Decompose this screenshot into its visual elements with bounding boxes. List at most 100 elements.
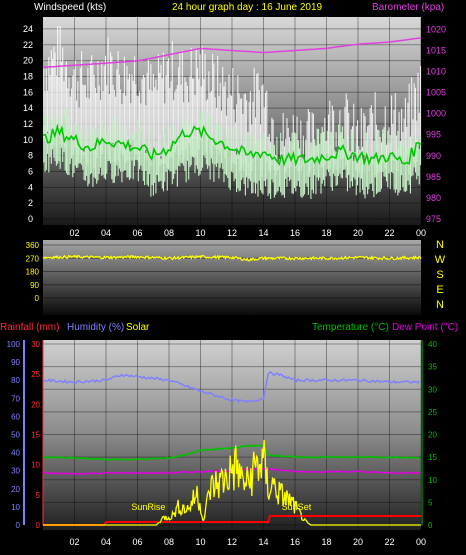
humidity-y-tick-label: 0: [16, 521, 21, 530]
temperature-y-tick-label: 15: [428, 453, 437, 462]
wind-x-tick-label: 22: [384, 228, 394, 238]
dewpoint-axis-label: Dew Point (°C): [392, 322, 458, 333]
compass-letter: S: [436, 269, 443, 281]
barometer-y-tick-label: 1000: [426, 109, 446, 119]
barometer-y-tick-label: 975: [426, 214, 441, 224]
temperature-y-tick-label: 35: [428, 363, 437, 372]
climate-x-tick-label: 00: [416, 537, 426, 547]
climate-x-tick-label: 06: [132, 537, 142, 547]
climate-x-tick-label: 08: [164, 537, 174, 547]
direction-y-tick-label: 0: [35, 294, 40, 303]
solar-line: [43, 439, 421, 526]
rainfall-y-tick-label: 20: [31, 400, 40, 409]
barometer-y-tick-label: 995: [426, 130, 441, 140]
axes: 0246810121416182022249759809859909951000…: [7, 24, 446, 547]
wind-y-tick-label: 14: [23, 103, 33, 113]
climate-x-tick-label: 04: [101, 537, 111, 547]
barometer-y-tick-label: 1005: [426, 88, 446, 98]
wind-x-tick-label: 12: [227, 228, 237, 238]
rainfall-axis-label: Rainfall (mm): [0, 322, 59, 333]
solar-axis-label: Solar: [126, 322, 150, 333]
wind-y-tick-label: 16: [23, 87, 33, 97]
windspeed-axis-label: Windspeed (kts): [34, 2, 106, 13]
climate-x-tick-label: 20: [353, 537, 363, 547]
wind-y-tick-label: 24: [23, 24, 33, 34]
barometer-y-tick-label: 980: [426, 193, 441, 203]
wind-x-tick-label: 14: [258, 228, 268, 238]
temperature-y-tick-label: 40: [428, 340, 437, 349]
temperature-y-tick-label: 0: [428, 521, 433, 530]
humidity-y-tick-label: 50: [11, 431, 20, 440]
compass-letter: N: [436, 299, 444, 311]
compass-letter: E: [436, 284, 443, 296]
rainfall-y-tick-label: 15: [31, 431, 40, 440]
rainfall-y-tick-label: 0: [36, 521, 41, 530]
barometer-y-tick-label: 985: [426, 172, 441, 182]
climate-x-tick-label: 16: [290, 537, 300, 547]
barometer-y-tick-label: 1015: [426, 45, 446, 55]
wind-x-tick-label: 02: [69, 228, 79, 238]
rainfall-y-tick-label: 5: [36, 491, 41, 500]
direction-line: [42, 254, 422, 262]
wind-y-tick-label: 8: [28, 151, 33, 161]
wind-y-tick-label: 22: [23, 40, 33, 50]
climate-panel-background: [43, 340, 421, 530]
humidity-y-tick-label: 30: [11, 467, 20, 476]
climate-x-tick-label: 10: [195, 537, 205, 547]
barometer-line: [42, 37, 422, 69]
temperature-y-tick-label: 20: [428, 431, 437, 440]
wind-x-tick-label: 04: [101, 228, 111, 238]
rainfall-y-tick-label: 10: [31, 461, 40, 470]
direction-panel-background: [43, 240, 421, 315]
humidity-line: [42, 371, 421, 404]
humidity-y-tick-label: 70: [11, 394, 20, 403]
wind-x-tick-label: 20: [353, 228, 363, 238]
humidity-y-tick-label: 60: [11, 412, 20, 421]
wind-x-tick-label: 08: [164, 228, 174, 238]
climate-x-tick-label: 12: [227, 537, 237, 547]
barometer-y-tick-label: 1020: [426, 24, 446, 34]
compass-letter: W: [435, 254, 446, 266]
direction-y-tick-label: 90: [30, 281, 39, 290]
rainfall-y-tick-label: 25: [31, 370, 40, 379]
temperature-y-tick-label: 30: [428, 385, 437, 394]
barometer-y-tick-label: 990: [426, 151, 441, 161]
wind-y-tick-label: 20: [23, 56, 33, 66]
temperature-line: [42, 444, 420, 461]
climate-x-tick-label: 18: [321, 537, 331, 547]
sun-event-label: SunRise: [131, 502, 165, 512]
sun-event-label: SunSet: [282, 502, 312, 512]
barometer-y-tick-label: 1010: [426, 67, 446, 77]
wind-y-tick-label: 2: [28, 198, 33, 208]
temperature-y-tick-label: 25: [428, 408, 437, 417]
climate-x-tick-label: 14: [258, 537, 268, 547]
wind-x-tick-label: 18: [321, 228, 331, 238]
chart-title: 24 hour graph day : 16 June 2019: [172, 2, 323, 13]
wind-y-tick-label: 0: [28, 214, 33, 224]
temperature-y-tick-label: 5: [428, 498, 433, 507]
rainfall-y-tick-label: 30: [31, 340, 40, 349]
climate-x-tick-label: 22: [384, 537, 394, 547]
wind-y-tick-label: 6: [28, 166, 33, 176]
barometer-axis-label: Barometer (kpa): [372, 2, 444, 13]
wind-average-line: [42, 124, 422, 168]
wind-y-tick-label: 4: [28, 182, 33, 192]
humidity-y-tick-label: 80: [11, 376, 20, 385]
compass-letter: N: [436, 239, 444, 251]
humidity-y-tick-label: 100: [7, 340, 21, 349]
wind-x-tick-label: 10: [195, 228, 205, 238]
humidity-y-tick-label: 10: [11, 503, 20, 512]
humidity-y-tick-label: 20: [11, 485, 20, 494]
temperature-y-tick-label: 10: [428, 476, 437, 485]
direction-y-tick-label: 270: [26, 254, 40, 263]
series-marks: [42, 25, 422, 526]
wind-y-tick-label: 12: [23, 119, 33, 129]
humidity-axis-label: Humidity (%): [67, 322, 124, 333]
wind-x-tick-label: 06: [132, 228, 142, 238]
climate-x-tick-label: 02: [69, 537, 79, 547]
humidity-y-tick-label: 40: [11, 449, 20, 458]
wind-y-tick-label: 10: [23, 135, 33, 145]
wind-x-tick-label: 00: [416, 228, 426, 238]
wind-x-tick-label: 16: [290, 228, 300, 238]
